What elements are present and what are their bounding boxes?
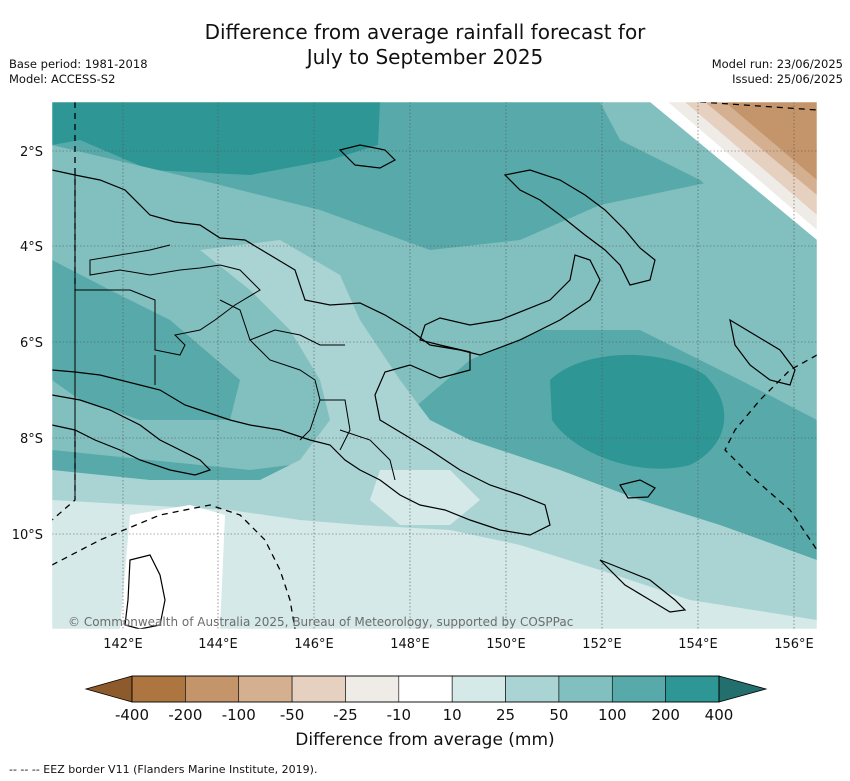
lon-label: 148°E: [390, 637, 430, 652]
colorbar: -400 -200 -100 -50 -25 -10 10 25 50 100 200 400: [84, 675, 768, 724]
australia-cape-york-coast: [124, 554, 166, 629]
colorbar-tick-label: 50: [549, 706, 568, 724]
colorbar-swatch: [291, 675, 346, 703]
colorbar-tick-label: -10: [387, 706, 412, 724]
copyright-notice: © Commonwealth of Australia 2025, Bureau…: [68, 615, 573, 629]
model-info: Base period: 1981-2018 Model: ACCESS-S2: [9, 57, 148, 87]
lon-label: 152°E: [582, 637, 622, 652]
map-title: Difference from average rainfall forecas…: [0, 20, 850, 70]
lon-label: 156°E: [774, 637, 814, 652]
colorbar-title: Difference from average (mm): [295, 730, 555, 750]
base-period: Base period: 1981-2018: [9, 57, 148, 71]
new-guinea-coast: [52, 169, 601, 536]
colorbar-swatch: [665, 675, 720, 703]
new-ireland-coast: [338, 144, 396, 169]
title-line-2: July to September 2025: [306, 45, 544, 69]
lon-label: 150°E: [486, 637, 526, 652]
contour-neutral-ne: [650, 102, 817, 240]
title-line-1: Difference from average rainfall forecas…: [204, 20, 646, 44]
colorbar-tick-label: 200: [651, 706, 680, 724]
lon-label: 142°E: [103, 637, 143, 652]
colorbar-tick-label: 10: [443, 706, 462, 724]
lat-label: 8°S: [20, 432, 43, 447]
eez-borders: [52, 102, 817, 629]
longitude-labels: 142°E 144°E 146°E 148°E 150°E 152°E 154°…: [103, 637, 814, 652]
colorbar-swatch: [185, 675, 240, 703]
contour-10-25-center: [370, 470, 480, 525]
colorbar-swatch: [611, 675, 666, 703]
coastlines: [52, 144, 796, 629]
colorbar-tick-label: -50: [280, 706, 305, 724]
colorbar-swatch: [451, 675, 506, 703]
colorbar-extend-dry-arrow: [84, 675, 133, 703]
colorbar-tick-label: -100: [222, 706, 256, 724]
rainfall-contours: [52, 102, 817, 629]
latitude-labels: 2°S 4°S 6°S 8°S 10°S: [12, 145, 43, 543]
graticule: [52, 102, 817, 629]
colorbar-swatch: [238, 675, 293, 703]
new-britain-coast: [503, 169, 656, 286]
lat-label: 2°S: [20, 145, 43, 160]
lat-label: 6°S: [20, 336, 43, 351]
colorbar-tick-label: -25: [333, 706, 358, 724]
colorbar-tick-label: 25: [496, 706, 515, 724]
lat-label: 4°S: [20, 240, 43, 255]
contour-200-400-north: [52, 102, 380, 175]
contour-100-200-west: [52, 260, 240, 420]
colorbar-swatch: [398, 675, 453, 703]
lon-label: 146°E: [294, 637, 334, 652]
lat-label: 10°S: [12, 528, 43, 543]
lon-label: 144°E: [198, 637, 238, 652]
contour-10-25-south: [52, 500, 817, 629]
colorbar-tick-label: 400: [705, 706, 734, 724]
map-frame: [51, 101, 818, 630]
south-new-guinea-coast: [52, 394, 212, 476]
run-info: Model run: 23/06/2025 Issued: 25/06/2025: [712, 57, 843, 87]
issued-date: Issued: 25/06/2025: [732, 72, 843, 86]
contour-drier-4: [725, 102, 817, 180]
contour-50-100: [52, 145, 817, 470]
colorbar-tick-label: 100: [598, 706, 627, 724]
colorbar-frame: [131, 675, 720, 703]
d-entrecasteaux-coast: [619, 479, 656, 499]
contour-neutral-south: [120, 505, 225, 629]
contour-drier-1: [668, 102, 817, 230]
model-run: Model run: 23/06/2025: [711, 57, 843, 71]
lon-label: 154°E: [678, 637, 718, 652]
colorbar-swatch: [558, 675, 613, 703]
colorbar-swatch: [131, 675, 186, 703]
contour-50-100-ne: [600, 102, 817, 280]
colorbar-tick-label: -200: [168, 706, 202, 724]
eez-legend-footer: -- -- -- EEZ border V11 (Flanders Marine…: [9, 763, 318, 776]
model-name: Model: ACCESS-S2: [9, 72, 116, 86]
colorbar-swatch: [505, 675, 560, 703]
contour-200-400-east: [550, 354, 725, 469]
colorbar-extend-wet-arrow: [718, 675, 768, 703]
louisiade-coast: [599, 559, 687, 613]
colorbar-swatch: [345, 675, 400, 703]
colorbar-tick-label: -400: [115, 706, 149, 724]
bougainville-coast: [729, 318, 796, 386]
